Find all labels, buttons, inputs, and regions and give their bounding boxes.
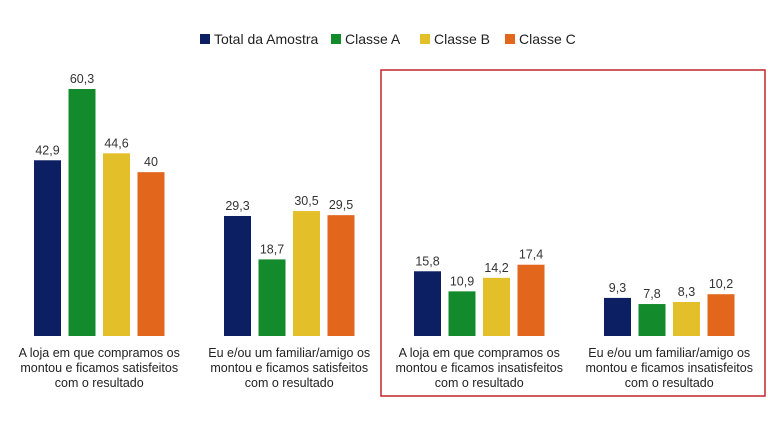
bar — [34, 160, 61, 336]
category-label: A loja em que compramos os — [19, 346, 180, 360]
category-label: com o resultado — [435, 376, 524, 390]
bar — [673, 302, 700, 336]
bar — [137, 172, 165, 336]
data-label: 8,3 — [678, 285, 695, 299]
data-label: 17,4 — [519, 248, 543, 262]
bar — [224, 215, 251, 336]
data-label: 44,6 — [104, 136, 128, 150]
bar — [103, 153, 130, 336]
bar — [327, 215, 355, 336]
bar — [448, 291, 476, 336]
bar — [707, 294, 735, 336]
bar — [604, 297, 631, 336]
data-label: 10,9 — [450, 274, 474, 288]
legend-swatch — [331, 34, 341, 44]
data-label: 15,8 — [415, 254, 439, 268]
data-label: 29,3 — [225, 199, 249, 213]
data-label: 9,3 — [609, 281, 626, 295]
category-label: Eu e/ou um familiar/amigo os — [208, 346, 370, 360]
data-label: 40 — [144, 155, 158, 169]
legend-swatch — [505, 34, 515, 44]
data-label: 60,3 — [70, 72, 94, 86]
data-label: 29,5 — [329, 198, 353, 212]
bar — [483, 277, 510, 336]
bar — [414, 271, 441, 336]
bars — [34, 89, 735, 336]
legend-label: Classe C — [519, 31, 576, 47]
legend: Total da Amostra Classe A Classe B Classe C — [200, 31, 576, 47]
bar — [293, 211, 320, 336]
category-label: com o resultado — [625, 376, 714, 390]
legend-label: Classe A — [345, 31, 401, 47]
legend-label: Classe B — [434, 31, 490, 47]
bar — [258, 259, 286, 336]
highlight-box — [380, 69, 766, 397]
category-label: montou e ficamos insatisfeitos — [586, 361, 753, 375]
legend-label: Total da Amostra — [214, 31, 318, 47]
legend-swatch — [420, 34, 430, 44]
bar — [517, 264, 545, 336]
value-labels: 42,9 60,3 44,6 40 29,3 18,7 30,5 29,5 15,8 10,9 14… — [35, 72, 733, 301]
data-label: 10,2 — [709, 277, 733, 291]
data-label: 7,8 — [643, 287, 660, 301]
data-label: 42,9 — [35, 143, 59, 157]
category-label: montou e ficamos satisfeitos — [20, 361, 178, 375]
bar — [68, 89, 96, 336]
data-label: 18,7 — [260, 242, 284, 256]
data-label: 14,2 — [484, 261, 508, 275]
category-label: Eu e/ou um familiar/amigo os — [588, 346, 750, 360]
category-label: com o resultado — [245, 376, 334, 390]
legend-swatch — [200, 34, 210, 44]
category-label: montou e ficamos insatisfeitos — [396, 361, 563, 375]
category-label: montou e ficamos satisfeitos — [210, 361, 368, 375]
bar — [638, 304, 666, 336]
category-label: A loja em que compramos os — [399, 346, 560, 360]
data-label: 30,5 — [294, 194, 318, 208]
category-label: com o resultado — [55, 376, 144, 390]
